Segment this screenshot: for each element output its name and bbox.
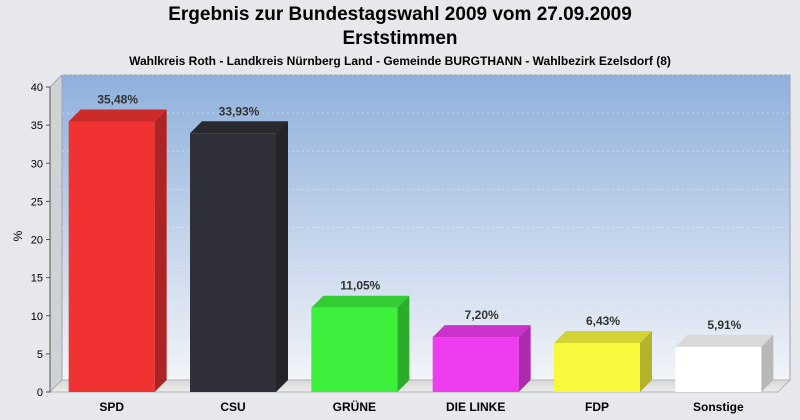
x-tick-label: CSU [220, 400, 245, 414]
plot-side-wall [49, 73, 63, 394]
bar-front [311, 307, 398, 392]
bar-front [68, 121, 155, 392]
y-tick-label: 35 [31, 120, 43, 132]
bar-front [675, 346, 762, 392]
x-tick-label: FDP [585, 400, 609, 414]
bar-side [761, 334, 774, 392]
y-tick-label: 15 [31, 273, 43, 285]
chart-subtitle: Erststimmen [342, 28, 458, 49]
bar-grüne: 11,05% [311, 279, 410, 392]
bar-side [154, 109, 167, 392]
y-tick-label: 5 [37, 349, 43, 361]
x-tick-label: SPD [99, 400, 124, 414]
data-label: 7,20% [465, 308, 499, 322]
bar-top [311, 295, 410, 308]
y-tick-label: 30 [31, 158, 43, 170]
y-tick-label: 40 [31, 82, 43, 94]
y-axis-label: % [11, 230, 25, 241]
y-tick-label: 25 [31, 196, 43, 208]
x-tick-label: DIE LINKE [446, 400, 505, 414]
bar-spd: 35,48% [68, 92, 167, 392]
bar-side [640, 330, 652, 392]
y-tick-label: 0 [37, 387, 43, 399]
bar-side [397, 295, 410, 392]
data-label: 33,93% [219, 104, 260, 118]
bar-front [190, 133, 276, 392]
bar-front [432, 337, 519, 392]
bar-top [68, 109, 167, 122]
bar-csu: 33,93% [190, 104, 288, 392]
chart-title: Ergebnis zur Bundestagswahl 2009 vom 27.… [168, 4, 632, 25]
data-label: 11,05% [340, 279, 380, 293]
bar-top [675, 334, 774, 347]
x-axis: SPD CSU GRÜNE DIE LINKE FDP Sonstige [99, 399, 744, 414]
bar-top [190, 121, 288, 134]
bar-die-linke: 7,20% [432, 308, 531, 392]
bar-top [432, 325, 531, 338]
x-tick-label: Sonstige [693, 400, 744, 414]
data-label: 6,43% [586, 314, 620, 328]
chart-caption: Wahlkreis Roth - Landkreis Nürnberg Land… [129, 54, 671, 68]
bar-top [554, 330, 652, 343]
bar-side [518, 325, 531, 392]
y-tick-label: 20 [31, 235, 43, 247]
data-label: 35,48% [97, 92, 138, 106]
data-label: 5,91% [707, 318, 741, 332]
bar-fdp: 6,43% [554, 314, 652, 392]
gridlines [62, 74, 790, 343]
bar-sonstige: 5,91% [675, 318, 774, 392]
plot-back-wall [61, 74, 791, 381]
x-tick-label: GRÜNE [333, 399, 376, 414]
y-tick-label: 10 [31, 311, 43, 323]
bar-front [554, 342, 640, 392]
y-axis: 0 5 10 15 20 25 30 35 40 [31, 82, 51, 399]
bars: 35,48% 33,93% 11,05% 7,20% 6,43% 5,91% [68, 92, 774, 392]
bar-side [276, 121, 288, 392]
